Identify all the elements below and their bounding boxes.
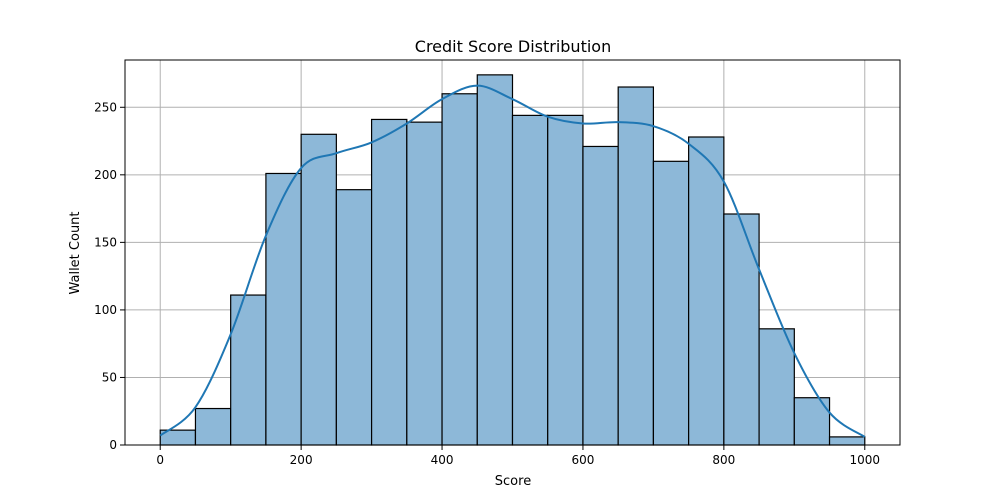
histogram-bar-12 xyxy=(582,145,619,446)
y-tick-label: 100 xyxy=(94,303,117,317)
y-tick-label: 150 xyxy=(94,235,117,249)
histogram-bar-17 xyxy=(758,328,795,446)
plot-frame xyxy=(124,59,901,446)
y-tick-label: 50 xyxy=(102,370,117,384)
bars-layer xyxy=(159,74,866,446)
x-tick-label: 600 xyxy=(572,453,595,467)
histogram-bar-11 xyxy=(547,114,584,446)
chart-title: Credit Score Distribution xyxy=(415,37,611,56)
x-tick-label: 800 xyxy=(712,453,735,467)
y-tick-label: 200 xyxy=(94,168,117,182)
histogram-bar-8 xyxy=(441,93,478,446)
x-tick-label: 200 xyxy=(290,453,313,467)
histogram-bar-3 xyxy=(265,172,302,446)
histogram-bar-6 xyxy=(370,118,408,446)
histogram-bar-9 xyxy=(476,74,514,446)
histogram-bar-1 xyxy=(194,407,232,446)
x-tick-label: 1000 xyxy=(849,453,880,467)
kde-line xyxy=(159,84,866,438)
y-tick-label: 0 xyxy=(109,438,117,452)
histogram-bar-13 xyxy=(617,86,655,446)
kde-layer xyxy=(159,84,866,438)
histogram-bar-7 xyxy=(406,121,443,446)
y-axis-label: Wallet Count xyxy=(68,211,83,294)
x-tick-label: 400 xyxy=(431,453,454,467)
histogram-bar-19 xyxy=(828,436,866,446)
histogram-bar-16 xyxy=(723,213,760,446)
histogram-bar-10 xyxy=(511,114,549,446)
x-tick-label: 0 xyxy=(156,453,164,467)
labels-layer: Credit Score Distribution Score Wallet C… xyxy=(68,37,611,489)
histogram-bar-15 xyxy=(688,136,725,446)
histogram-bar-14 xyxy=(652,160,690,446)
histogram-bar-4 xyxy=(300,133,337,446)
histogram-bar-5 xyxy=(335,189,373,446)
y-tick-label: 250 xyxy=(94,100,117,114)
axes-layer: 0 200 400 600 800 1000 0 50 100 150 200 250 xyxy=(94,59,901,467)
x-axis-label: Score xyxy=(495,474,531,489)
